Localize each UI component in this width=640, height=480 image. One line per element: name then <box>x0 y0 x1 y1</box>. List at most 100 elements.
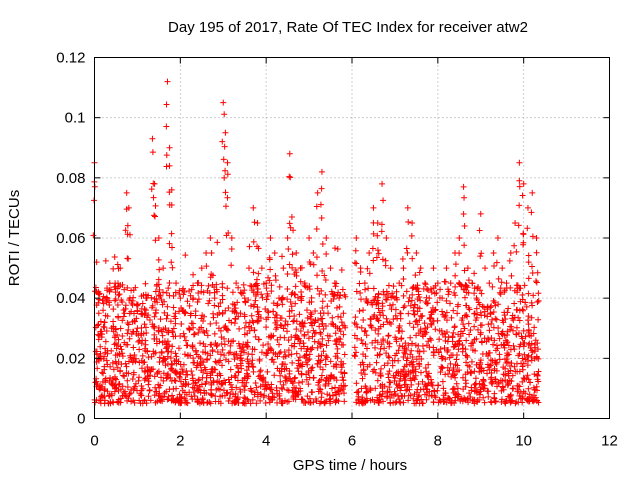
data-point <box>461 325 468 332</box>
data-point <box>396 280 403 287</box>
data-point <box>258 265 265 272</box>
data-point <box>439 378 446 385</box>
data-point <box>431 387 438 394</box>
data-point <box>385 333 392 340</box>
data-point <box>434 280 441 287</box>
data-point <box>338 266 345 273</box>
data-point <box>284 321 291 328</box>
data-point <box>203 250 210 257</box>
data-point <box>260 381 267 388</box>
data-point <box>340 331 347 338</box>
data-point <box>208 392 215 399</box>
data-point <box>489 357 496 364</box>
data-point <box>304 393 311 400</box>
data-point <box>263 296 270 303</box>
data-point <box>393 350 400 357</box>
data-point <box>509 385 516 392</box>
data-point <box>416 269 423 276</box>
data-point <box>268 333 275 340</box>
data-point <box>300 323 307 330</box>
data-point <box>353 321 360 328</box>
data-point <box>501 309 508 316</box>
data-point <box>421 280 428 287</box>
data-point <box>433 290 440 297</box>
data-point <box>288 351 295 358</box>
data-point <box>112 295 119 302</box>
data-point <box>298 293 305 300</box>
data-point <box>318 390 325 397</box>
data-point <box>462 396 469 403</box>
data-point <box>462 377 469 384</box>
data-point <box>294 391 301 398</box>
data-point <box>445 371 452 378</box>
data-point <box>425 380 432 387</box>
data-point <box>122 302 129 309</box>
data-point <box>445 291 452 298</box>
data-point <box>175 345 182 352</box>
data-point <box>488 303 495 310</box>
data-point <box>441 396 448 403</box>
data-point <box>263 280 270 287</box>
data-point <box>297 328 304 335</box>
data-point <box>207 235 214 241</box>
data-point <box>282 373 289 380</box>
data-point <box>278 322 285 329</box>
data-point <box>322 381 329 388</box>
data-point <box>121 310 128 317</box>
data-point <box>240 349 247 356</box>
data-point <box>465 304 472 311</box>
data-point <box>149 135 156 142</box>
data-point <box>504 328 511 335</box>
data-point <box>111 297 118 304</box>
data-point <box>416 294 423 301</box>
data-point <box>246 319 253 326</box>
data-point <box>134 325 141 332</box>
data-point <box>145 393 152 400</box>
data-point <box>186 287 193 294</box>
data-point <box>184 400 191 407</box>
data-point <box>131 399 138 406</box>
data-point <box>319 304 326 311</box>
data-point <box>511 363 518 370</box>
data-point <box>508 360 515 367</box>
data-point <box>337 292 344 299</box>
data-point <box>366 361 373 368</box>
axis-ticks <box>94 57 610 419</box>
data-point <box>221 352 228 359</box>
data-point <box>338 369 345 376</box>
data-point <box>200 289 207 296</box>
data-point <box>386 384 393 391</box>
data-point <box>471 323 478 330</box>
data-point <box>272 326 279 333</box>
data-point <box>323 235 330 241</box>
data-point <box>473 295 480 302</box>
data-point <box>485 388 492 395</box>
data-point <box>331 280 338 287</box>
data-point <box>117 282 124 289</box>
data-point <box>385 282 392 289</box>
data-point <box>205 300 212 307</box>
data-point <box>265 341 272 348</box>
data-point <box>177 332 184 339</box>
data-point <box>160 370 167 377</box>
data-point <box>477 361 484 368</box>
data-point <box>442 333 449 340</box>
data-point <box>333 341 340 348</box>
data-point <box>117 343 124 350</box>
data-point <box>112 385 119 392</box>
data-point <box>284 235 291 241</box>
data-point <box>410 307 417 314</box>
data-point <box>117 395 124 402</box>
data-point <box>161 355 168 362</box>
data-point <box>414 308 421 315</box>
data-point <box>164 329 171 336</box>
data-point <box>385 291 392 298</box>
data-point <box>362 286 369 293</box>
data-point <box>447 360 454 367</box>
data-point <box>128 300 135 307</box>
data-point <box>416 400 423 407</box>
data-point <box>359 340 366 347</box>
data-point <box>416 392 423 399</box>
data-point <box>213 343 220 350</box>
data-point <box>378 393 385 400</box>
